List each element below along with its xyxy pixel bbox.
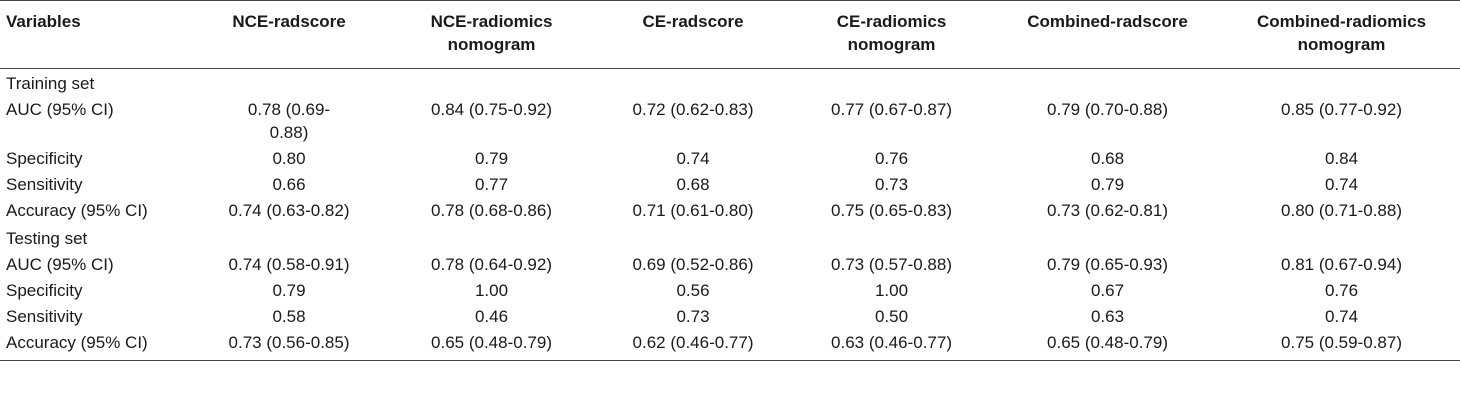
- table-cell: 0.85 (0.77-0.92): [1281, 100, 1402, 119]
- table-cell: 0.79: [1090, 175, 1125, 194]
- row-label: Specificity: [6, 149, 83, 168]
- table-cell: 0.68: [1090, 149, 1125, 168]
- table-cell: 0.76: [1324, 281, 1359, 300]
- table-cell: 1.00: [474, 281, 509, 300]
- section-title: Training set: [6, 74, 95, 93]
- header-nce-radiomics-nomogram: NCE-radiomics nomogram: [430, 12, 553, 54]
- table-cell: 0.65 (0.48-0.79): [1047, 333, 1168, 352]
- section-row-training: Training set: [0, 69, 1460, 98]
- header-combined-radiomics-nomogram: Combined-radiomics nomogram: [1256, 12, 1427, 54]
- row-label: Accuracy (95% CI): [6, 333, 148, 352]
- table-cell: 0.78 (0.69-0.88): [247, 100, 331, 142]
- table-cell: 0.65 (0.48-0.79): [431, 333, 552, 352]
- table-cell: 0.66: [272, 175, 306, 194]
- table-cell: 0.73: [874, 175, 909, 194]
- table-row: Specificity 0.80 0.79 0.74 0.76 0.68 0.8…: [0, 146, 1460, 172]
- header-nce-radscore: NCE-radscore: [232, 12, 346, 31]
- table-cell: 0.56: [676, 281, 710, 300]
- table-row: Sensitivity 0.58 0.46 0.73 0.50 0.63 0.7…: [0, 304, 1460, 330]
- table-cell: 0.79 (0.70-0.88): [1047, 100, 1168, 119]
- table-cell: 0.73 (0.62-0.81): [1047, 201, 1168, 220]
- header-ce-radiomics-nomogram: CE-radiomics nomogram: [836, 12, 947, 54]
- table-row: Accuracy (95% CI) 0.73 (0.56-0.85) 0.65 …: [0, 330, 1460, 361]
- table-cell: 0.80: [272, 149, 306, 168]
- table-cell: 0.74 (0.58-0.91): [228, 255, 350, 274]
- header-row: Variables NCE-radscore NCE-radiomics nom…: [0, 0, 1460, 69]
- row-label: Sensitivity: [6, 307, 83, 326]
- table-cell: 0.80 (0.71-0.88): [1281, 201, 1402, 220]
- table-cell: 0.79: [474, 149, 509, 168]
- section-row-testing: Testing set: [0, 224, 1460, 252]
- table-cell: 0.81 (0.67-0.94): [1281, 255, 1402, 274]
- table-cell: 0.69 (0.52-0.86): [632, 255, 754, 274]
- row-label: Specificity: [6, 281, 83, 300]
- table-cell: 0.72 (0.62-0.83): [632, 100, 754, 119]
- table-row: AUC (95% CI) 0.78 (0.69-0.88) 0.84 (0.75…: [0, 97, 1460, 146]
- header-variables: Variables: [6, 12, 81, 31]
- model-performance-table: Variables NCE-radscore NCE-radiomics nom…: [0, 0, 1460, 361]
- table-cell: 0.63: [1090, 307, 1125, 326]
- table-cell: 0.67: [1090, 281, 1125, 300]
- table-cell: 0.77: [474, 175, 509, 194]
- header-combined-radscore: Combined-radscore: [1027, 12, 1188, 31]
- row-label: Accuracy (95% CI): [6, 201, 148, 220]
- table-cell: 0.58: [272, 307, 306, 326]
- row-label: AUC (95% CI): [6, 100, 114, 119]
- table-row: AUC (95% CI) 0.74 (0.58-0.91) 0.78 (0.64…: [0, 252, 1460, 278]
- table-cell: 0.74: [1324, 175, 1359, 194]
- table-cell: 0.79: [272, 281, 306, 300]
- table-cell: 0.71 (0.61-0.80): [632, 201, 754, 220]
- table-cell: 0.74: [1324, 307, 1359, 326]
- table-cell: 0.62 (0.46-0.77): [632, 333, 754, 352]
- table-cell: 0.74: [676, 149, 710, 168]
- table-cell: 0.76: [874, 149, 909, 168]
- table-cell: 0.50: [874, 307, 909, 326]
- table-cell: 0.84: [1324, 149, 1359, 168]
- table-cell: 0.74 (0.63-0.82): [228, 201, 350, 220]
- table-cell: 0.63 (0.46-0.77): [831, 333, 952, 352]
- table-cell: 0.78 (0.64-0.92): [431, 255, 552, 274]
- table-row: Accuracy (95% CI) 0.74 (0.63-0.82) 0.78 …: [0, 198, 1460, 224]
- table-cell: 0.73: [676, 307, 710, 326]
- table-cell: 0.75 (0.59-0.87): [1281, 333, 1402, 352]
- table-row: Sensitivity 0.66 0.77 0.68 0.73 0.79 0.7…: [0, 172, 1460, 198]
- table-cell: 0.84 (0.75-0.92): [431, 100, 552, 119]
- table-cell: 0.79 (0.65-0.93): [1047, 255, 1168, 274]
- header-ce-radscore: CE-radscore: [642, 12, 744, 31]
- table-row: Specificity 0.79 1.00 0.56 1.00 0.67 0.7…: [0, 278, 1460, 304]
- table-cell: 0.73 (0.56-0.85): [228, 333, 350, 352]
- table-cell: 0.78 (0.68-0.86): [431, 201, 552, 220]
- table-cell: 1.00: [874, 281, 909, 300]
- table-cell: 0.46: [474, 307, 509, 326]
- section-title: Testing set: [6, 229, 88, 248]
- table-cell: 0.75 (0.65-0.83): [831, 201, 952, 220]
- table-cell: 0.68: [676, 175, 710, 194]
- table-cell: 0.77 (0.67-0.87): [831, 100, 952, 119]
- table-cell: 0.73 (0.57-0.88): [831, 255, 952, 274]
- row-label: Sensitivity: [6, 175, 83, 194]
- row-label: AUC (95% CI): [6, 255, 114, 274]
